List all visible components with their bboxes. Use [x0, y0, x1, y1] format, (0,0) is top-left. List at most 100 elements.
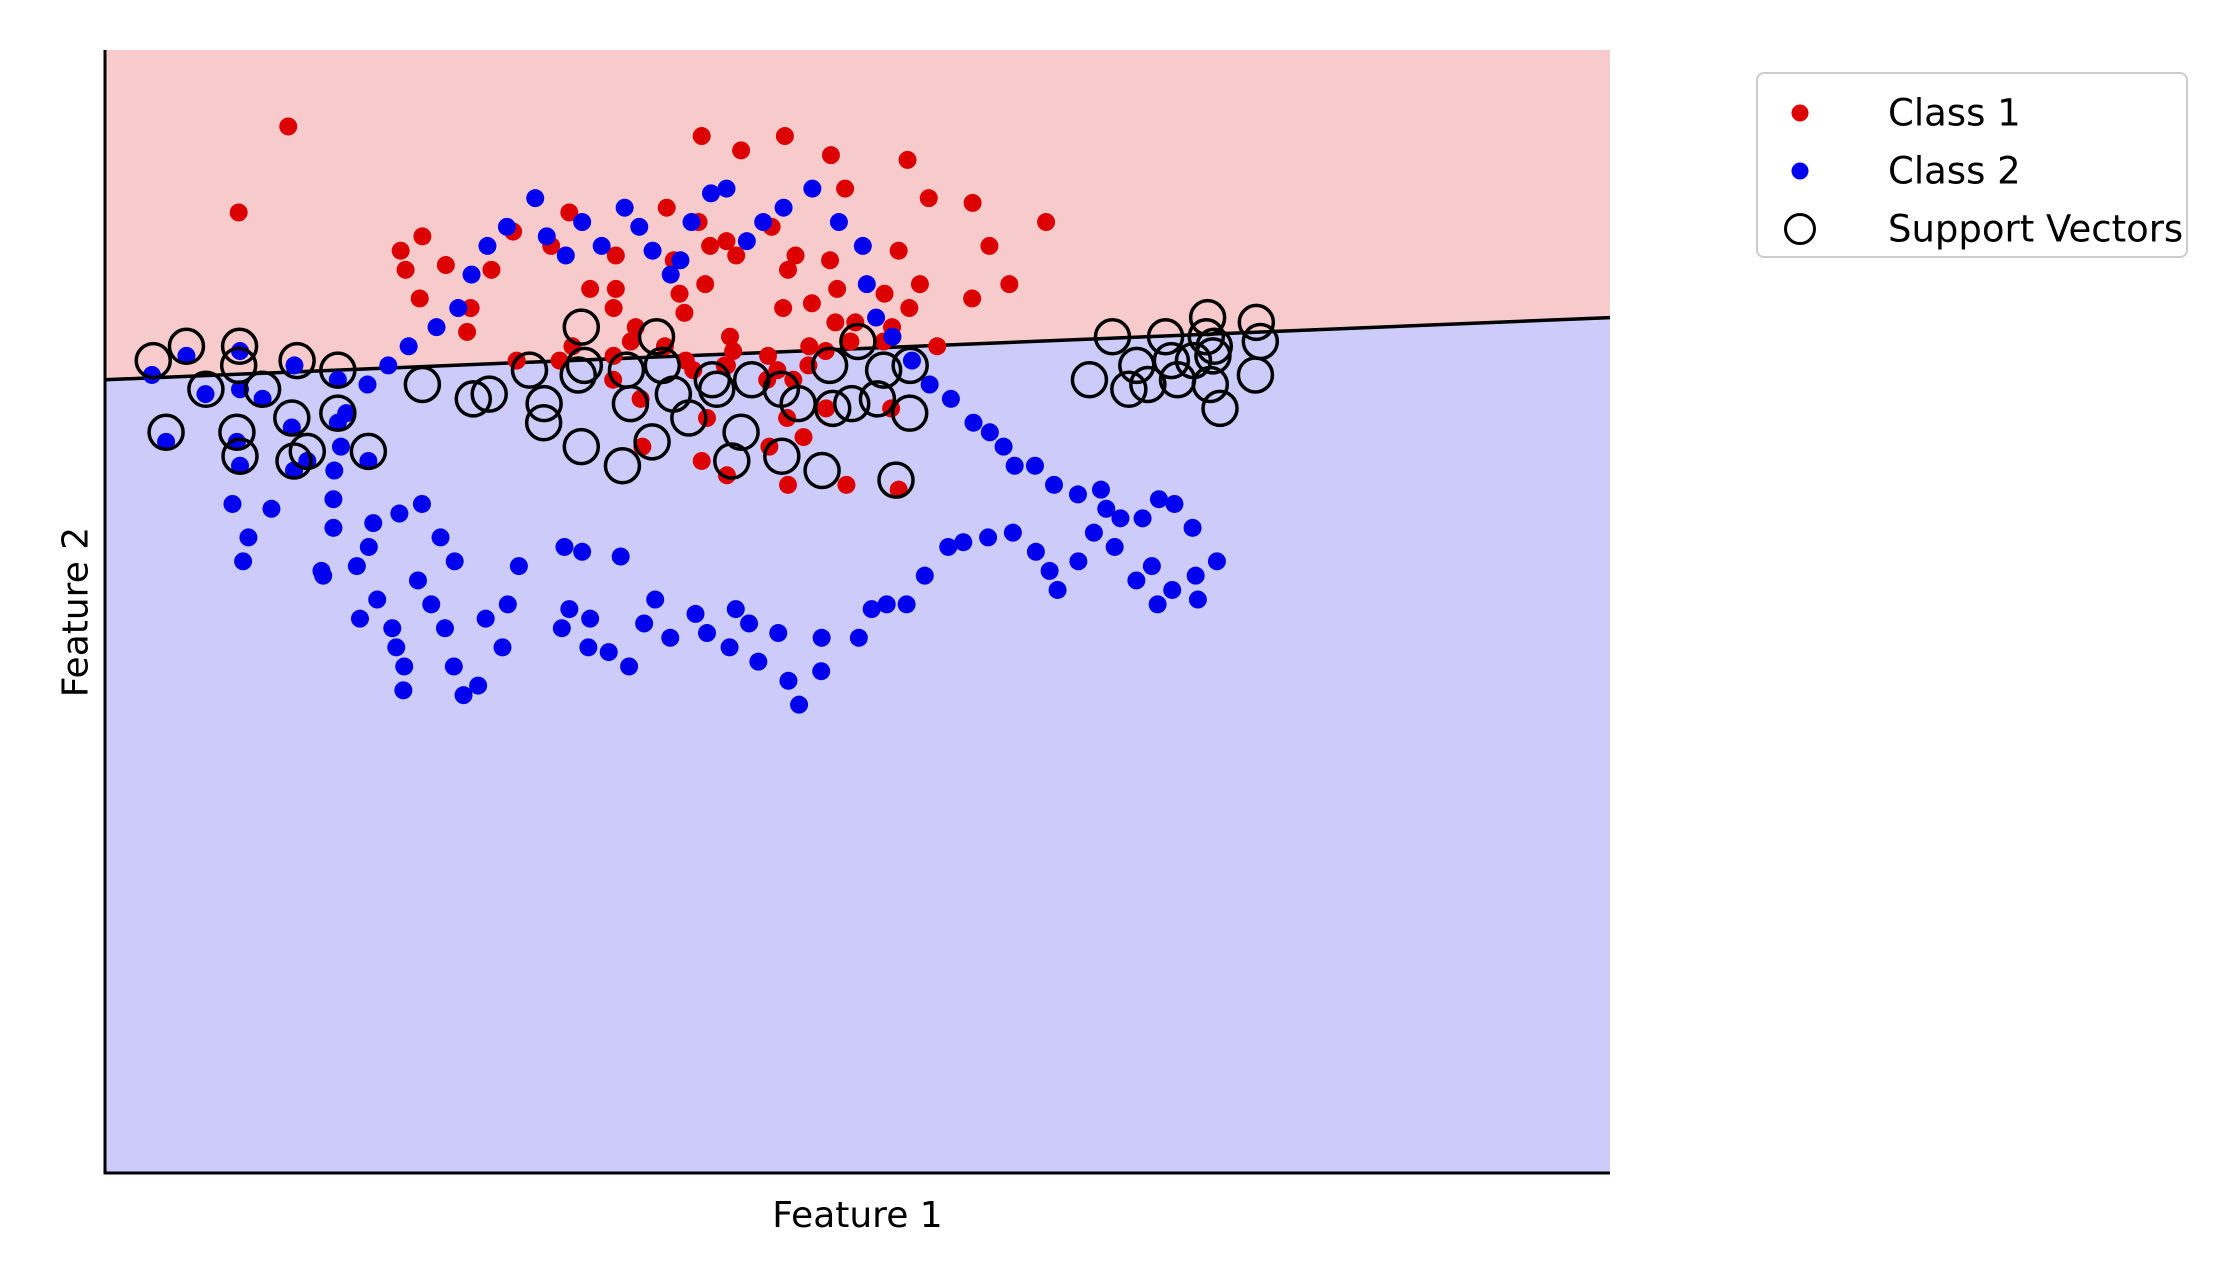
class-2-point — [1040, 561, 1059, 580]
class-2-point — [497, 217, 516, 236]
class-1-point — [701, 236, 720, 255]
class-2-point — [177, 346, 196, 365]
class-2-point — [324, 490, 343, 509]
support-vector-ring — [349, 432, 388, 471]
support-vector-ring — [603, 446, 642, 485]
support-vector-rings — [134, 298, 1280, 499]
class-1-point — [732, 141, 751, 160]
class-1-point — [717, 466, 736, 485]
class-2-point — [537, 227, 556, 246]
support-vector-ring — [1201, 389, 1239, 428]
legend-item-support-vectors: Support Vectors — [1758, 200, 2186, 258]
class-2-point — [1105, 537, 1124, 556]
class-2-point — [350, 609, 369, 628]
legend-marker-class-2 — [1791, 162, 1809, 180]
class-1-point — [802, 294, 821, 313]
support-vector-ring — [134, 341, 172, 380]
class-1-point — [800, 337, 819, 356]
class-1-point — [621, 332, 640, 351]
support-vector-ring — [565, 346, 604, 385]
class-2-point — [493, 638, 512, 657]
support-vector-ring — [403, 365, 442, 404]
class-2-point — [1207, 552, 1226, 571]
class-1-point — [279, 117, 298, 136]
class-2-point — [581, 609, 600, 628]
class-1-point — [604, 299, 623, 318]
support-vector-ring — [218, 413, 256, 452]
class-2-point — [555, 537, 574, 556]
support-vector-ring — [1236, 356, 1275, 394]
class-1-point — [696, 275, 715, 294]
support-vector-ring — [762, 370, 801, 409]
support-vector-ring — [319, 351, 357, 389]
class-1-point — [606, 279, 625, 298]
class-2-point — [939, 537, 958, 556]
class-2-point — [1005, 456, 1024, 475]
class-2-point — [358, 375, 377, 394]
class-2-point — [849, 628, 868, 647]
class-2-point — [262, 499, 281, 518]
class-1-point — [963, 289, 982, 308]
class-2-point — [630, 217, 649, 236]
class-2-point — [1142, 557, 1161, 576]
class-1-point — [980, 236, 999, 255]
class-2-point — [1026, 542, 1045, 561]
class-1-point — [779, 475, 798, 494]
class-2-point — [979, 528, 998, 547]
class-2-point — [611, 547, 630, 566]
class-2-point — [331, 437, 350, 456]
support-vector-ring — [813, 389, 852, 428]
class-2-point — [1127, 571, 1146, 590]
class-2-point — [579, 638, 598, 657]
class-2-point — [324, 518, 343, 537]
class-2-point — [1045, 475, 1064, 494]
class-1-point — [910, 275, 929, 294]
support-vector-ring — [722, 413, 760, 452]
class-1-point — [715, 356, 734, 375]
class-1-point — [391, 241, 410, 260]
legend: Class 1 Class 2 Support Vectors — [1756, 72, 2188, 258]
class-1-point — [396, 260, 415, 279]
class-2-point — [408, 571, 427, 590]
class-1-point — [721, 327, 740, 346]
support-vector-ring — [611, 384, 650, 423]
support-vector-ring — [288, 432, 327, 471]
class-2-point — [877, 595, 896, 614]
support-vector-ring — [221, 437, 259, 475]
legend-label-class-2: Class 2 — [1888, 149, 2021, 193]
support-vector-ring — [278, 341, 316, 380]
class-2-point — [717, 179, 736, 198]
support-vector-ring — [670, 399, 708, 437]
class-1-point — [821, 146, 840, 165]
class-2-point — [867, 308, 886, 327]
class-2-point — [227, 432, 246, 451]
class-2-point — [790, 695, 809, 714]
class-2-point — [422, 595, 441, 614]
class-2-point — [359, 537, 378, 556]
class-1-point — [482, 260, 501, 279]
class-1-point — [786, 246, 805, 265]
support-vector-ring — [713, 442, 751, 480]
support-vector-ring — [697, 370, 736, 409]
class-1-point — [826, 313, 845, 332]
legend-label-class-1: Class 1 — [1888, 91, 2021, 135]
support-vector-ring — [1188, 298, 1227, 337]
class-2-point — [701, 184, 720, 203]
class-2-point — [498, 595, 517, 614]
support-vector-ring — [219, 346, 258, 385]
class-1-point — [560, 203, 579, 222]
class-1-point — [774, 299, 793, 318]
class-1-point — [458, 322, 477, 341]
class-2-point — [980, 423, 999, 442]
class-2-point — [462, 265, 481, 284]
class-2-point — [1084, 523, 1103, 542]
class-1-point — [963, 193, 982, 212]
class-2-point — [1068, 485, 1087, 504]
class-2-point — [427, 318, 446, 337]
class-2-point — [737, 232, 756, 251]
class-1-point — [229, 203, 248, 222]
support-vector-ring — [147, 413, 185, 452]
class-1-point — [889, 241, 908, 260]
class-2-point — [142, 365, 161, 384]
class-2-point — [803, 179, 822, 198]
